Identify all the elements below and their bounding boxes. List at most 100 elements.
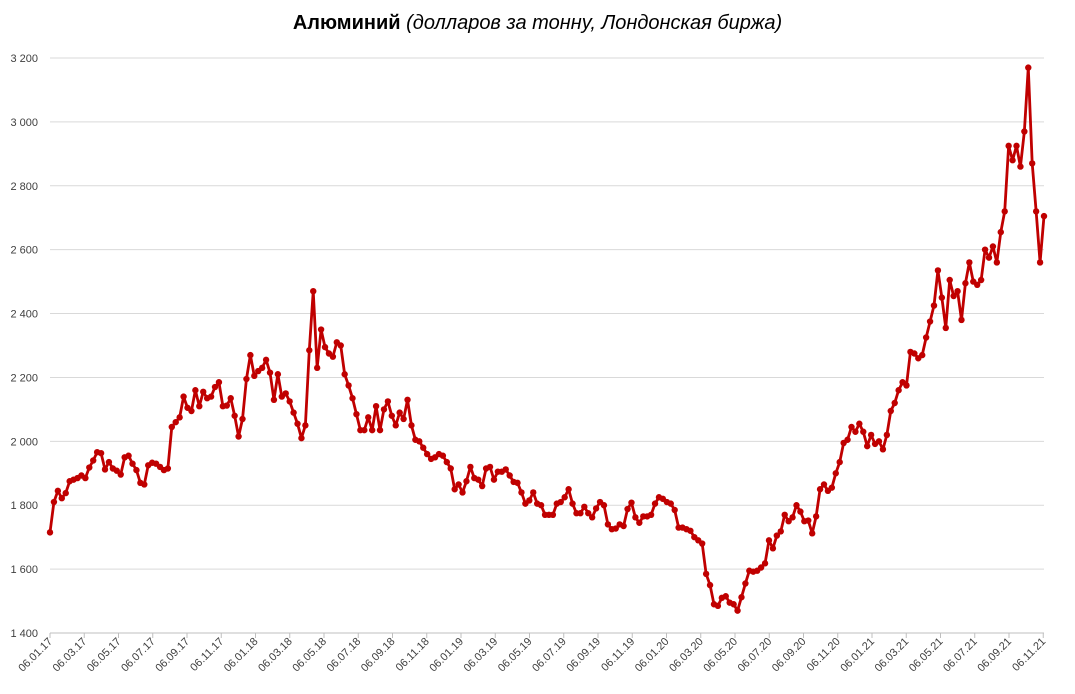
x-tick-label: 06.03.18 <box>256 636 295 675</box>
x-tick: 06.03.21 <box>873 636 912 675</box>
data-point <box>129 460 136 467</box>
x-tick-label: 06.11.19 <box>599 636 637 674</box>
data-point <box>820 481 828 488</box>
data-point <box>105 458 113 466</box>
data-point <box>942 324 949 332</box>
data-point <box>765 537 773 544</box>
data-point <box>730 601 737 608</box>
data-point <box>423 450 431 458</box>
data-point <box>262 356 270 364</box>
data-point <box>58 494 65 502</box>
data-point <box>62 489 69 497</box>
data-point <box>251 372 258 380</box>
data-point <box>919 351 926 359</box>
data-point <box>290 409 297 416</box>
series-line <box>48 66 1046 613</box>
data-point <box>844 436 851 443</box>
data-point <box>856 420 863 427</box>
x-tick: 06.11.21 <box>1010 636 1048 674</box>
x-tick: 06.11.18 <box>394 636 432 674</box>
y-tick-label: 2 200 <box>10 372 38 384</box>
data-point <box>860 428 867 435</box>
x-tick: 06.01.20 <box>633 636 672 675</box>
data-point <box>1029 160 1036 167</box>
data-point <box>577 510 584 517</box>
data-point <box>738 594 745 601</box>
data-point <box>895 387 902 394</box>
x-tick: 06.07.19 <box>530 636 569 675</box>
data-point <box>400 415 407 423</box>
data-point <box>101 466 109 473</box>
data-point <box>1017 163 1024 170</box>
x-tick: 06.01.18 <box>222 636 261 675</box>
chart-title-block: Алюминий (долларов за тонну, Лондонская … <box>0 12 1075 35</box>
data-point <box>761 560 769 567</box>
data-point <box>891 399 898 407</box>
data-point <box>86 464 93 471</box>
x-tick: 06.03.17 <box>51 636 90 675</box>
x-tick: 06.11.19 <box>599 636 637 674</box>
y-tick-label: 3 200 <box>10 53 38 65</box>
data-point <box>620 522 627 530</box>
x-tick: 06.03.19 <box>462 636 501 675</box>
data-point <box>938 294 946 301</box>
x-tick-label: 06.05.21 <box>907 636 946 675</box>
y-tick: 3 200 <box>10 53 38 65</box>
x-tick-label: 06.03.20 <box>667 636 706 675</box>
data-point <box>117 471 124 478</box>
data-point <box>836 458 843 466</box>
x-tick: 06.09.19 <box>564 636 603 675</box>
x-tick-label: 06.03.17 <box>51 636 90 675</box>
x-tick-label: 06.05.18 <box>290 636 329 675</box>
y-tick-label: 2 800 <box>10 181 38 193</box>
data-point <box>588 514 596 521</box>
data-point <box>930 302 938 309</box>
data-point <box>380 406 388 413</box>
data-point <box>215 379 223 386</box>
data-point <box>911 350 918 357</box>
data-point <box>977 276 985 284</box>
data-point <box>958 316 965 324</box>
data-point <box>282 390 289 397</box>
data-point <box>828 484 836 491</box>
x-tick: 06.07.20 <box>736 636 775 675</box>
series-aluminum <box>46 64 1048 614</box>
data-point <box>1021 128 1028 135</box>
x-tick-label: 06.09.19 <box>564 636 603 675</box>
data-point <box>722 593 729 600</box>
data-point <box>883 431 891 439</box>
data-point <box>125 452 132 459</box>
data-point <box>706 581 714 589</box>
x-tick-label: 06.11.21 <box>1010 636 1048 674</box>
data-point <box>486 463 494 471</box>
data-point <box>592 505 600 512</box>
data-point <box>875 438 883 445</box>
data-point <box>612 525 619 532</box>
data-point <box>467 463 474 471</box>
data-point <box>113 467 120 474</box>
x-tick-label: 06.09.18 <box>359 636 398 675</box>
data-point <box>714 602 722 610</box>
data-point <box>349 395 356 402</box>
data-point <box>97 449 105 457</box>
data-point <box>361 426 368 434</box>
data-point <box>526 497 533 504</box>
data-point <box>993 259 1001 266</box>
data-point <box>769 545 777 552</box>
data-point <box>1040 212 1048 220</box>
x-tick-label: 06.01.21 <box>838 636 877 675</box>
data-point <box>196 402 203 410</box>
data-point <box>443 458 451 466</box>
data-point <box>274 371 282 378</box>
data-point <box>455 481 462 488</box>
data-point <box>475 476 482 483</box>
data-point <box>879 446 887 453</box>
data-point <box>514 479 521 487</box>
data-point <box>420 444 427 451</box>
data-point <box>231 412 238 419</box>
x-tick: 06.09.18 <box>359 636 398 675</box>
data-point <box>557 498 564 506</box>
data-point <box>926 318 934 325</box>
data-point <box>235 433 242 440</box>
x-tick: 06.01.21 <box>838 636 877 675</box>
